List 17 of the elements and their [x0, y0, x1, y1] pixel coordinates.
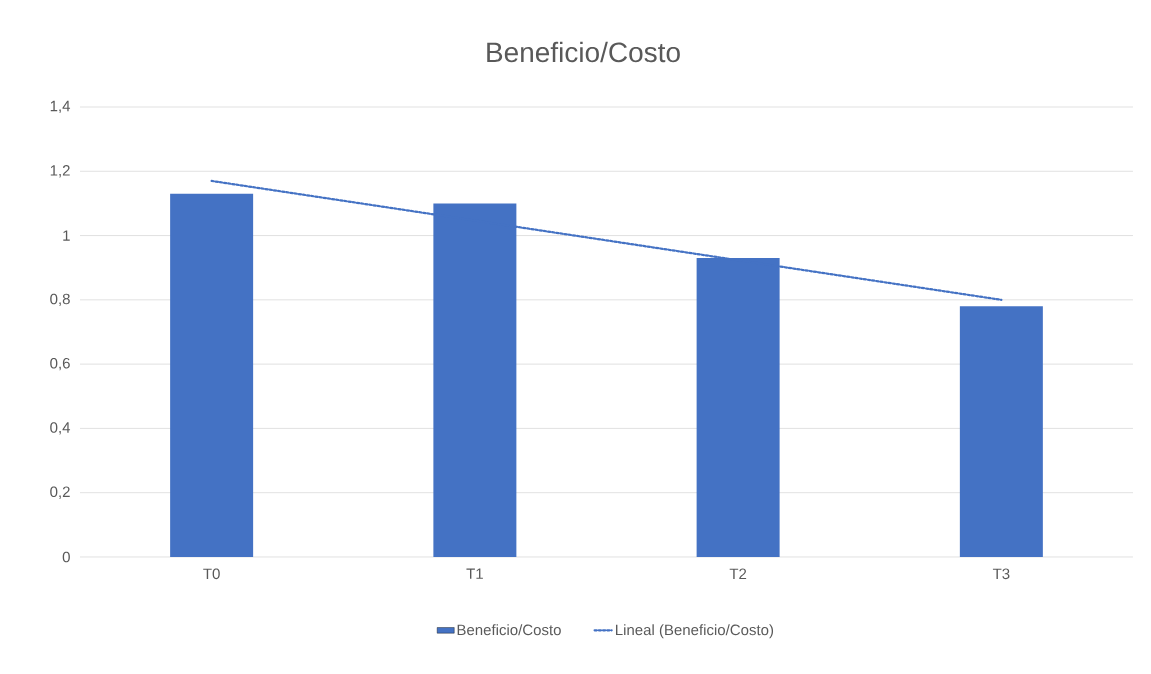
x-tick-label: T1 — [466, 568, 483, 579]
y-tick-label: 0 — [62, 551, 70, 563]
x-tick-label: T0 — [203, 568, 220, 580]
y-tick-label: 0,2 — [50, 486, 70, 499]
bar — [170, 193, 254, 557]
chart-title: Beneficio/Costo — [487, 41, 680, 63]
bar — [959, 306, 1043, 557]
x-tick-label: T2 — [729, 568, 747, 579]
y-tick-label: 0,4 — [50, 422, 71, 435]
y-tick-label: 1 — [63, 230, 70, 241]
y-tick-label: 0,6 — [50, 357, 70, 371]
legend-label: Beneficio/Costo — [457, 624, 561, 636]
x-tick-label: T3 — [992, 568, 1010, 580]
y-tick-label: 1,2 — [50, 165, 70, 178]
y-tick-label: 0,8 — [50, 293, 70, 307]
legend-label: Lineal (Beneficio/Costo) — [615, 624, 774, 639]
y-tick-label: 1,4 — [50, 100, 71, 114]
